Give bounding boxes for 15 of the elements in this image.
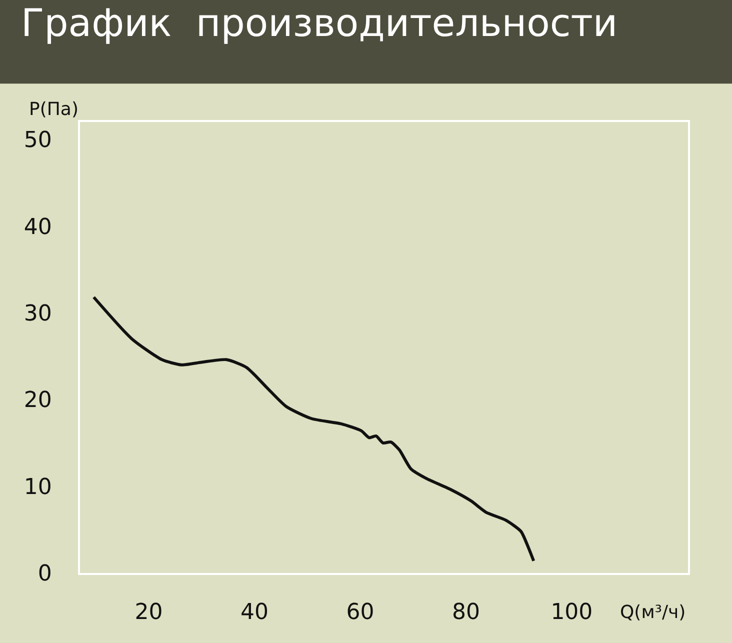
y-axis-title: P(Па) xyxy=(29,99,78,120)
x-tick-label: 20 xyxy=(134,600,163,626)
line-series xyxy=(92,296,536,562)
x-tick-label: 40 xyxy=(240,600,268,626)
x-tick-label: 80 xyxy=(452,600,480,626)
y-tick-label: 0 xyxy=(38,562,52,587)
y-tick-label: 50 xyxy=(24,128,52,154)
x-tick-label: 100 xyxy=(550,600,593,626)
y-tick-label: 10 xyxy=(24,474,52,500)
chart-title: График производительности xyxy=(21,1,618,45)
y-tick-label: 20 xyxy=(24,388,52,414)
y-tick-label: 40 xyxy=(24,214,52,240)
x-tick-label: 60 xyxy=(346,600,374,626)
x-axis-title: Q(м³/ч) xyxy=(620,602,686,623)
y-tick-label: 30 xyxy=(24,302,52,327)
